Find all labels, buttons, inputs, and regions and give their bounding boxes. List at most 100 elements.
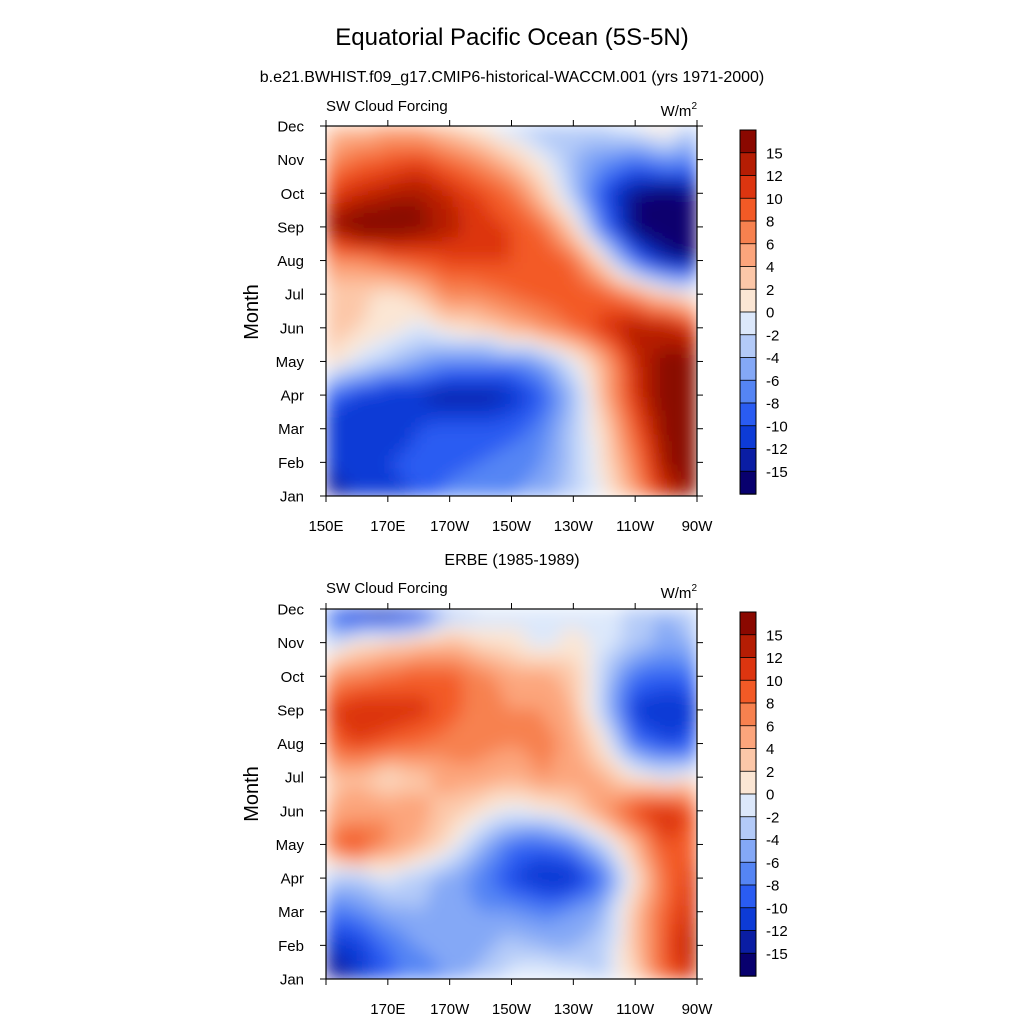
heatmap-cell (352, 322, 359, 330)
heatmap-cell (627, 156, 634, 164)
heatmap-cell (426, 137, 433, 145)
heatmap-cell (473, 941, 481, 949)
heatmap-cell (553, 322, 560, 330)
heatmap-cell (352, 255, 359, 263)
heatmap-cell (537, 433, 544, 441)
heatmap-cell (537, 230, 544, 238)
heatmap-cell (670, 929, 677, 937)
heatmap-cell (617, 218, 624, 226)
heatmap-cell (346, 929, 353, 937)
heatmap-cell (383, 470, 391, 478)
heatmap-cell (532, 224, 539, 232)
heatmap-cell (632, 137, 640, 145)
heatmap-cell (394, 972, 401, 979)
heatmap-cell (458, 409, 465, 417)
heatmap-cell (505, 972, 512, 979)
heatmap-cell (463, 285, 470, 293)
heatmap-cell (399, 329, 406, 337)
heatmap-cell (511, 224, 518, 232)
heatmap-cell (352, 966, 359, 974)
heatmap-cell (389, 162, 396, 170)
heatmap-cell (638, 316, 645, 324)
heatmap-cell (542, 267, 550, 275)
heatmap-cell (378, 366, 385, 374)
heatmap-cell (447, 329, 454, 337)
heatmap-cell (632, 131, 640, 139)
heatmap-cell (675, 341, 682, 349)
heatmap-cell (479, 322, 486, 330)
heatmap-cell (341, 470, 348, 478)
heatmap-cell (569, 378, 576, 386)
heatmap-cell (431, 458, 438, 466)
heatmap-cell (590, 205, 597, 213)
heatmap-cell (558, 193, 565, 201)
heatmap-cell (436, 156, 444, 164)
heatmap-cell (479, 168, 486, 176)
heatmap-cell (569, 403, 576, 411)
heatmap-cell (341, 427, 348, 435)
heatmap-cell (564, 415, 571, 423)
heatmap-cell (691, 211, 697, 219)
heatmap-cell (601, 126, 608, 133)
heatmap-cell (394, 440, 401, 448)
heatmap-cell (638, 242, 645, 250)
heatmap-cell (685, 174, 693, 182)
heatmap-cell (511, 322, 518, 330)
heatmap-cell (383, 144, 391, 152)
heatmap-cell (542, 174, 550, 182)
heatmap-cell (590, 273, 597, 281)
heatmap-cell (537, 285, 544, 293)
heatmap-cell (431, 126, 438, 133)
heatmap-cell (458, 255, 465, 263)
heatmap-cell (458, 384, 465, 392)
heatmap-cell (516, 298, 523, 306)
heatmap-cell (542, 452, 550, 460)
heatmap-cell (436, 261, 444, 269)
heatmap-cell (685, 960, 693, 968)
heatmap-cell (463, 421, 470, 429)
heatmap-cell (627, 366, 634, 374)
heatmap-cell (373, 285, 380, 293)
heatmap-cell (564, 947, 571, 955)
heatmap-cell (489, 273, 497, 281)
heatmap-cell (442, 304, 449, 312)
heatmap-cell (489, 279, 497, 287)
heatmap-cell (389, 205, 396, 213)
heatmap-cell (484, 224, 491, 232)
heatmap-cell (638, 156, 645, 164)
heatmap-cell (595, 131, 603, 139)
heatmap-cell (336, 923, 343, 931)
colorbar-tick-label: 10 (766, 191, 783, 208)
heatmap-cell (648, 242, 656, 250)
heatmap-cell (352, 211, 359, 219)
heatmap-cell (447, 310, 454, 318)
heatmap-cell (606, 292, 613, 300)
heatmap-cell (479, 960, 486, 968)
heatmap-cell (420, 292, 428, 300)
heatmap-cell (537, 966, 544, 974)
heatmap-cell (664, 255, 671, 263)
heatmap-cell (420, 273, 428, 281)
heatmap-cell (590, 353, 597, 361)
heatmap-cell (405, 162, 412, 170)
heatmap-cell (447, 205, 454, 213)
heatmap-cell (553, 396, 560, 404)
heatmap-cell (648, 403, 656, 411)
heatmap-cell (585, 953, 592, 961)
heatmap-cell (489, 966, 497, 974)
heatmap-cell (569, 390, 576, 398)
heatmap-cell (415, 427, 422, 435)
heatmap-cell (431, 941, 438, 949)
heatmap-cell (357, 242, 364, 250)
heatmap-cell (691, 440, 697, 448)
heatmap-cell (357, 929, 364, 937)
heatmap-cell (431, 322, 438, 330)
heatmap-cell (585, 137, 592, 145)
heatmap-cell (643, 359, 650, 367)
heatmap-cell (579, 181, 587, 189)
heatmap-cell (691, 489, 697, 496)
heatmap-cell (654, 464, 661, 472)
heatmap-cell (500, 273, 507, 281)
heatmap-cell (516, 390, 523, 398)
heatmap-cell (595, 372, 603, 380)
